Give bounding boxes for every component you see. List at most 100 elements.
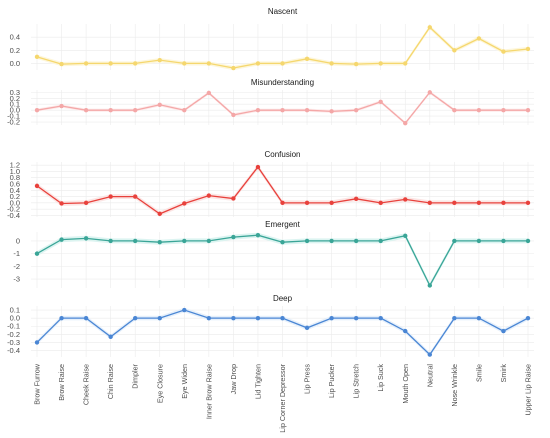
data-point [329, 315, 334, 321]
data-point [452, 238, 457, 244]
data-point [501, 107, 506, 113]
panel-title: Nascent [268, 7, 298, 16]
data-point [133, 315, 138, 321]
data-point [231, 112, 236, 118]
data-point [427, 90, 432, 95]
data-point [59, 201, 64, 206]
data-point [182, 238, 187, 244]
data-point [452, 200, 457, 206]
data-point [206, 193, 212, 198]
data-point [157, 239, 162, 245]
x-tick-label: Lip Suck [376, 364, 385, 392]
data-point [280, 200, 285, 206]
panel-title: Confusion [264, 150, 300, 159]
data-point [501, 238, 506, 244]
x-tick-label: Lip Corner Depressor [278, 363, 287, 432]
y-tick-label: 0.0 [10, 106, 20, 115]
x-tick-label: Lip Pucker [327, 363, 336, 398]
data-point [378, 315, 383, 321]
y-tick-label: -1 [13, 249, 20, 258]
data-point [280, 239, 285, 245]
y-tick-label: 0.8 [10, 173, 20, 182]
data-point [476, 315, 482, 321]
data-point [525, 238, 531, 244]
data-point [231, 196, 236, 201]
x-tick-label: Cheek Raise [82, 364, 91, 405]
data-point [403, 61, 408, 66]
data-point [353, 238, 359, 244]
x-tick-label: Eye Closure [155, 364, 164, 403]
data-point [133, 107, 138, 113]
data-point [231, 234, 236, 240]
data-point [206, 315, 212, 321]
x-tick-label: Lip Stretch [352, 364, 361, 398]
panel-confusion: -0.4-0.20.00.20.40.60.81.01.2 Confusion [7, 150, 534, 220]
x-tick-label: Nose Wrinkle [450, 364, 459, 407]
data-point [452, 315, 457, 321]
data-point [133, 238, 138, 244]
data-point [525, 46, 531, 52]
data-point [525, 107, 531, 113]
y-tick-label: -3 [13, 275, 20, 284]
data-point [108, 194, 113, 199]
data-point [525, 315, 531, 321]
data-point [34, 251, 40, 256]
data-point [353, 196, 359, 201]
data-point [329, 238, 334, 244]
data-point [83, 200, 89, 206]
panel-deep: -0.4-0.3-0.2-0.10.00.1 Deep [7, 294, 534, 357]
data-point [182, 61, 187, 66]
data-point [108, 334, 113, 339]
data-point [304, 56, 310, 62]
y-tick-label: 0.1 [10, 100, 20, 109]
data-point [304, 107, 310, 113]
data-point [501, 49, 506, 54]
x-tick-label: Jaw Drop [229, 364, 238, 394]
data-point [525, 200, 531, 206]
x-tick-label: Neutral [425, 364, 434, 388]
data-point [304, 325, 310, 331]
y-tick-label: 0 [16, 236, 20, 245]
x-axis-labels: Brow Furrow Brow Raise Cheek Raise Chin Rai… [33, 363, 533, 433]
data-point [133, 194, 138, 199]
data-point [353, 107, 359, 113]
data-point [83, 315, 89, 321]
data-point [280, 107, 285, 113]
y-tick-label: -0.4 [7, 346, 20, 355]
data-point [157, 211, 162, 217]
data-point [427, 200, 432, 206]
data-point [157, 57, 162, 63]
data-point [83, 236, 89, 241]
data-point [83, 107, 89, 113]
data-point [378, 61, 383, 66]
y-tick-label: 0.4 [10, 186, 20, 195]
data-point [108, 61, 113, 66]
data-point [501, 200, 506, 206]
data-point [403, 328, 408, 334]
y-tick-label: 0.2 [10, 46, 20, 55]
data-point [34, 183, 40, 189]
data-point [304, 238, 310, 244]
x-tick-label: Lip Press [303, 364, 312, 394]
y-tick-label: 0.0 [10, 198, 20, 207]
data-point [59, 237, 64, 242]
y-tick-label: 0.2 [10, 94, 20, 103]
y-tick-label: -0.2 [7, 330, 20, 339]
y-tick-label: 0.2 [10, 192, 20, 201]
y-tick-label: -2 [13, 262, 20, 271]
x-tick-label: Mouth Open [401, 364, 410, 404]
data-point [476, 36, 482, 41]
x-tick-label: Brow Raise [57, 364, 66, 401]
data-point [255, 61, 261, 66]
data-point [34, 107, 40, 113]
data-point [476, 200, 482, 206]
panel-title: Emergent [265, 220, 300, 229]
data-point [182, 107, 187, 113]
data-point [206, 90, 212, 96]
data-point [452, 107, 457, 113]
data-point [157, 102, 162, 108]
data-point [476, 238, 482, 244]
y-tick-label: 0.6 [10, 180, 20, 189]
y-tick-label: 0.4 [10, 33, 20, 42]
data-point [329, 109, 334, 114]
